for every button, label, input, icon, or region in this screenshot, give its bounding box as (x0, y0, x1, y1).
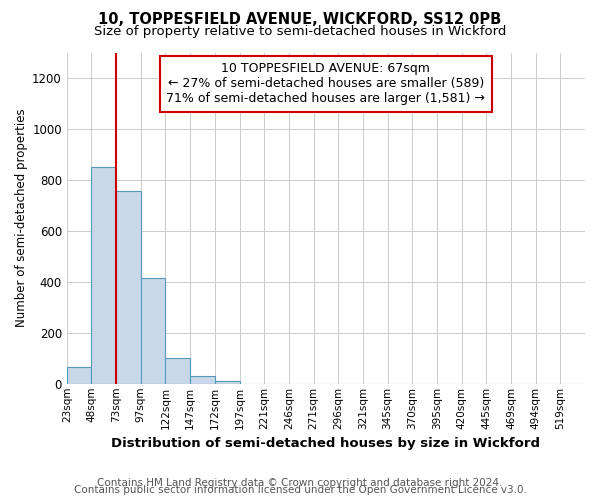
Bar (141, 278, 166, 384)
Bar (190, 376, 215, 384)
Bar (166, 358, 190, 384)
Text: 10, TOPPESFIELD AVENUE, WICKFORD, SS12 0PB: 10, TOPPESFIELD AVENUE, WICKFORD, SS12 0… (98, 12, 502, 28)
Bar (215, 380, 239, 384)
Bar (116, 192, 141, 384)
Text: Size of property relative to semi-detached houses in Wickford: Size of property relative to semi-detach… (94, 25, 506, 38)
Text: Contains public sector information licensed under the Open Government Licence v3: Contains public sector information licen… (74, 485, 526, 495)
Text: Contains HM Land Registry data © Crown copyright and database right 2024.: Contains HM Land Registry data © Crown c… (97, 478, 503, 488)
Y-axis label: Number of semi-detached properties: Number of semi-detached properties (15, 109, 28, 328)
Bar (91, 167, 116, 384)
X-axis label: Distribution of semi-detached houses by size in Wickford: Distribution of semi-detached houses by … (112, 437, 541, 450)
Text: 10 TOPPESFIELD AVENUE: 67sqm
← 27% of semi-detached houses are smaller (589)
71%: 10 TOPPESFIELD AVENUE: 67sqm ← 27% of se… (166, 62, 485, 106)
Bar (67, 367, 91, 384)
